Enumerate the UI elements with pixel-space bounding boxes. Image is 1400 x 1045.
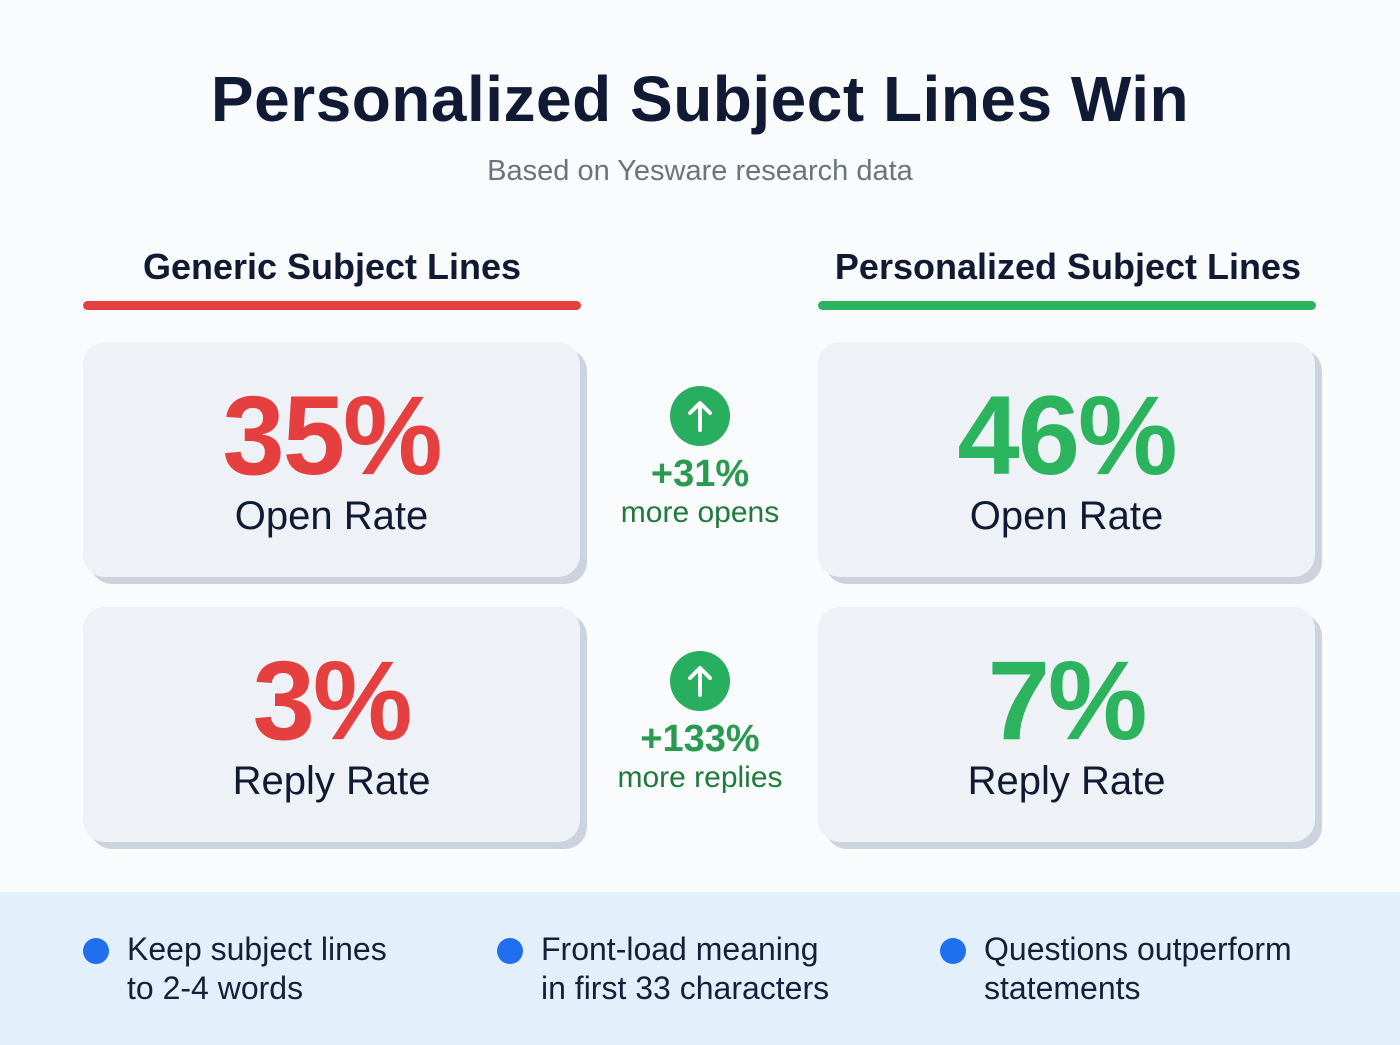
tip-item: Keep subject lines to 2-4 words	[83, 930, 387, 1008]
page-title: Personalized Subject Lines Win	[210, 63, 1190, 135]
tips-footer	[0, 892, 1400, 1045]
bullet-dot-icon	[940, 938, 966, 964]
personalized-open-rate-card: 46% Open Rate	[818, 342, 1315, 577]
generic-open-rate-label: Open Rate	[234, 494, 429, 538]
generic-reply-rate-card: 3% Reply Rate	[83, 607, 580, 842]
reply-rate-delta-value: +133%	[640, 718, 760, 760]
tip-line: in first 33 characters	[541, 970, 830, 1006]
personalized-reply-rate-label: Reply Rate	[967, 759, 1166, 803]
generic-underline	[83, 301, 581, 310]
page-subtitle: Based on Yesware research data	[487, 155, 913, 187]
bullet-dot-icon	[83, 938, 109, 964]
generic-column-title: Generic Subject Lines	[142, 246, 522, 287]
personalized-open-rate-label: Open Rate	[969, 494, 1164, 538]
personalized-reply-rate-value: 7%	[987, 638, 1148, 763]
tip-line: Questions outperform	[984, 931, 1292, 967]
personalized-column-title: Personalized Subject Lines	[834, 246, 1302, 287]
reply-rate-delta-description: more replies	[617, 760, 783, 794]
tip-line: to 2-4 words	[127, 970, 304, 1006]
tip-line: statements	[984, 970, 1141, 1006]
bullet-dot-icon	[497, 938, 523, 964]
tip-item: Front-load meaning in first 33 character…	[497, 930, 829, 1008]
generic-open-rate-value: 35%	[222, 373, 442, 498]
arrow-up-icon	[670, 651, 730, 711]
tip-item: Questions outperform statements	[940, 930, 1292, 1008]
personalized-underline	[818, 301, 1316, 310]
reply-rate-delta: +133% more replies	[590, 651, 810, 794]
generic-reply-rate-label: Reply Rate	[232, 759, 431, 803]
open-rate-delta-description: more opens	[620, 495, 780, 529]
tip-line: Keep subject lines	[127, 931, 387, 967]
tip-line: Front-load meaning	[541, 931, 819, 967]
open-rate-delta-value: +31%	[650, 453, 750, 495]
personalized-reply-rate-card: 7% Reply Rate	[818, 607, 1315, 842]
generic-reply-rate-value: 3%	[252, 638, 413, 763]
personalized-open-rate-value: 46%	[957, 373, 1177, 498]
open-rate-delta: +31% more opens	[590, 386, 810, 529]
generic-open-rate-card: 35% Open Rate	[83, 342, 580, 577]
arrow-up-icon	[670, 386, 730, 446]
